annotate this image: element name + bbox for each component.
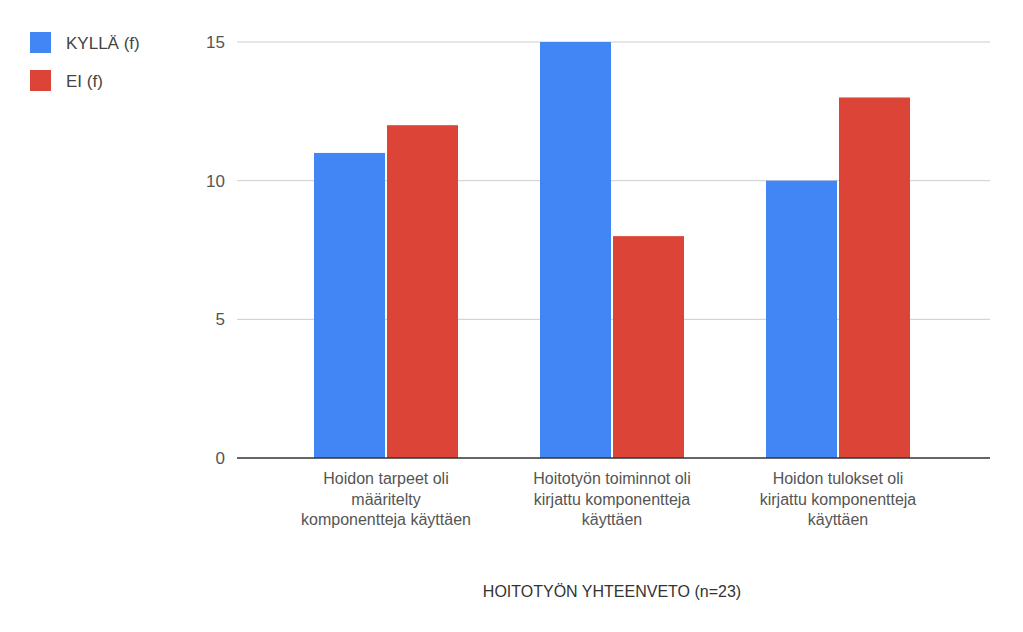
bar (766, 181, 837, 458)
x-axis-title: HOITOTYÖN YHTEENVETO (n=23) (483, 583, 741, 600)
x-tick-label-line: Hoidon tarpeet oli (323, 470, 448, 487)
bar (387, 125, 458, 458)
x-tick-label: Hoitotyön toiminnot oli kirjattu komponen… (533, 470, 690, 528)
x-tick-label-line: Hoitotyön toiminnot oli (533, 470, 690, 487)
bar (613, 236, 684, 458)
x-tick-label-line: komponentteja käyttäen (301, 511, 471, 528)
y-tick-label: 5 (216, 310, 225, 329)
chart: 0 5 10 15 Hoidon tarpeet oli määritelty kompon… (0, 0, 1023, 632)
legend-swatch (30, 32, 51, 53)
x-tick-label-line: käyttäen (808, 511, 868, 528)
y-tick-label: 15 (206, 33, 225, 52)
y-tick-label: 10 (206, 172, 225, 191)
x-tick-label: Hoidon tarpeet oli määritelty komponenttej… (301, 470, 471, 528)
x-axis-line (237, 457, 990, 459)
legend-swatch (30, 70, 51, 91)
x-tick-label-line: määritelty (351, 491, 420, 508)
grid-line (237, 42, 990, 43)
legend-label: EI (f) (66, 72, 103, 91)
x-tick-label-line: kirjattu komponentteja (534, 491, 691, 508)
bar (540, 42, 611, 458)
bar (314, 153, 385, 458)
bar (839, 97, 910, 458)
legend-label: KYLLÄ (f) (66, 34, 140, 53)
x-tick-label-line: Hoidon tulokset oli (773, 470, 904, 487)
x-tick-label-line: kirjattu komponentteja (760, 491, 917, 508)
y-tick-label: 0 (216, 449, 225, 468)
x-tick-label-line: käyttäen (582, 511, 642, 528)
x-tick-label: Hoidon tulokset oli kirjattu komponenttej… (760, 470, 917, 528)
bars (314, 42, 910, 458)
